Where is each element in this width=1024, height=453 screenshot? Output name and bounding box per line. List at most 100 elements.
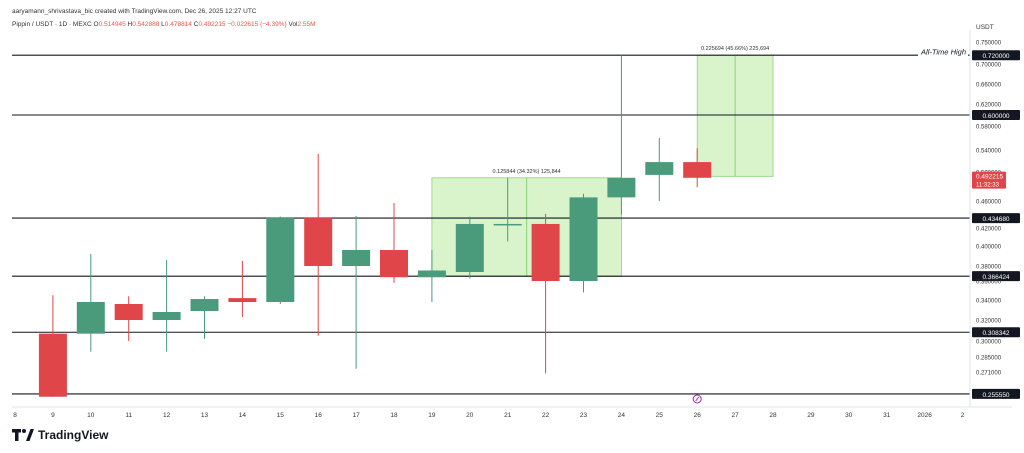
candle-body-16 [304,217,333,266]
date-tick-28: 28 [769,412,777,419]
level-price-tag-text-1: 0.600000 [982,113,1009,120]
price-tick-3: 0.620000 [976,103,1002,109]
level-price-tag-text-2: 0.434680 [982,216,1009,223]
date-tick-17: 17 [352,412,360,419]
price-tick-5: 0.540000 [976,149,1002,155]
currency-label: USDT [976,24,994,31]
level-note-bg-0 [918,49,968,58]
price-tick-2: 0.660000 [976,83,1002,89]
tradingview-brand-text: TradingView [38,428,109,442]
price-tick-12: 0.340000 [976,299,1002,305]
volume-label: Vol [288,21,298,28]
price-tick-10: 0.380000 [976,265,1002,271]
level-price-tag-text-0: 0.720000 [982,53,1009,60]
candle-body-11 [114,304,143,320]
date-tick-24: 24 [618,412,626,419]
level-price-tag-1: 0.600000 [972,110,1020,120]
measure-label-0: 0.125844 (34.32%) 125,844 [493,169,561,175]
candle-body-17 [342,250,371,266]
date-tick-16: 16 [315,412,323,419]
date-tick-11: 11 [125,412,132,419]
candle-body-14 [228,298,257,302]
last-price-tag-text: 0.492215 [976,174,1003,181]
level-price-tag-bg-4 [972,327,1020,338]
price-tick-4: 0.580000 [976,125,1002,131]
price-tick-16: 0.271000 [976,371,1002,377]
date-tick-13: 13 [201,412,209,419]
close-label: C [193,21,199,28]
date-tick-20: 20 [466,412,474,419]
date-tick-9: 9 [51,412,55,419]
date-tick-8: 8 [13,412,17,419]
date-tick-18: 18 [390,412,398,419]
date-tick-31: 31 [883,412,891,419]
level-price-tag-bg-3 [972,271,1020,282]
price-tick-7: 0.460000 [976,200,1002,206]
price-tick-8: 0.420000 [976,227,1002,233]
date-tick-14: 14 [239,412,247,419]
low-value: 0.478814 [164,21,192,28]
level-price-tag-text-4: 0.308342 [982,330,1009,337]
candle-body-20 [455,223,484,272]
tradingview-logo-icon [12,429,34,441]
candle-body-9 [38,333,67,397]
level-price-tag-3: 0.366424 [972,271,1020,282]
date-tick-27: 27 [731,412,739,419]
level-price-tag-bg-5 [972,388,1020,399]
level-price-tag-text-3: 0.366424 [982,274,1009,281]
price-tick-11: 0.360000 [976,280,1002,286]
level-price-tag-text-5: 0.255550 [982,392,1009,399]
high-label: H [127,21,133,28]
price-tick-14: 0.300000 [976,340,1002,346]
ohlc-legend: Pippin / USDT · 1D · MEXC O0.514945 H0.5… [12,21,316,28]
last-price-timer-text: 11:32:33 [976,183,1000,189]
date-tick-26: 26 [694,412,702,419]
level-price-tag-5: 0.255550 [972,388,1020,399]
candle-body-19 [417,270,446,278]
date-tick-29: 29 [807,412,815,419]
date-tick-30: 30 [845,412,853,419]
change-value: −0.022615 (−4.39%) [227,21,287,28]
level-price-tag-bg-1 [972,110,1020,120]
candle-body-26 [683,162,712,178]
candle-body-22 [531,223,560,281]
candle-body-12 [152,312,181,320]
level-note-0: All-Time High [920,48,966,57]
created-by-text: aaryamann_shrivastava_bic created with T… [12,8,257,15]
date-tick-12: 12 [163,412,171,419]
date-tick-21: 21 [504,412,512,419]
candle-body-10 [76,302,105,334]
date-tick-10: 10 [87,412,95,419]
date-tick-2: 2 [961,412,965,419]
candle-body-24 [607,177,636,198]
candle-body-15 [266,217,295,302]
symbol-label: Pippin / USDT · 1D · MEXC [12,21,92,28]
candle-body-18 [380,250,408,278]
low-label: L [161,21,165,28]
last-price-tag-bg [972,171,1006,189]
volume-value: 2.55M [297,21,316,28]
open-label: O [93,21,99,28]
event-marker-mark [695,396,700,402]
candle-body-25 [645,162,674,175]
close-value: 0.492215 [198,21,226,28]
level-price-tag-4: 0.308342 [972,327,1020,338]
open-value: 0.514945 [98,21,126,28]
price-tick-0: 0.750000 [976,41,1002,47]
date-tick-2026: 2026 [917,412,932,419]
level-price-tag-2: 0.434680 [972,213,1020,224]
date-tick-25: 25 [656,412,664,419]
candle-body-13 [190,299,219,311]
event-marker-icon [692,394,702,404]
high-value: 0.542888 [132,21,160,28]
date-tick-15: 15 [277,412,285,419]
price-tick-13: 0.320000 [976,319,1002,325]
candle-body-23 [569,197,598,281]
date-tick-23: 23 [580,412,588,419]
price-tick-1: 0.700000 [976,63,1002,69]
candle-body-21 [493,223,522,226]
date-tick-22: 22 [542,412,550,419]
date-tick-19: 19 [428,412,436,419]
price-tick-9: 0.400000 [976,245,1002,251]
